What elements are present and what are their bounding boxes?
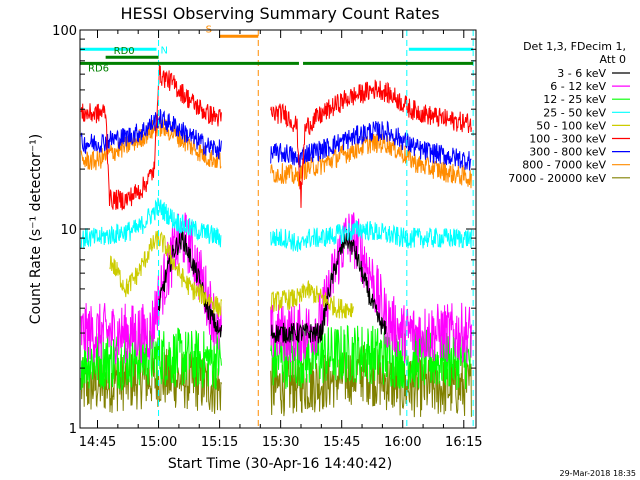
x-tick-label-6: 16:15 xyxy=(445,435,482,450)
legend-entry-label-8: 7000 - 20000 keV xyxy=(508,172,606,185)
legend-header-line-1: Att 0 xyxy=(600,53,626,66)
x-axis-label: Start Time (30-Apr-16 14:40:42) xyxy=(168,456,392,472)
legend-entry-label-7: 800 - 7000 keV xyxy=(522,159,606,172)
legend-header-line-0: Det 1,3, FDecim 1, xyxy=(523,40,626,53)
y-axis-label: Count Rate (s⁻¹ detector⁻¹) xyxy=(28,134,44,324)
x-tick-label-3: 15:30 xyxy=(262,435,299,450)
legend-entry-label-2: 12 - 25 keV xyxy=(543,93,606,106)
chart-title: HESSI Observing Summary Count Rates xyxy=(120,4,439,23)
series-3-6-kev-line xyxy=(158,229,387,344)
y-tick-label-1: 10 xyxy=(60,223,77,238)
legend-entry-label-3: 25 - 50 keV xyxy=(543,106,606,119)
y-tick-label-2: 100 xyxy=(52,24,77,39)
legend-entry-label-6: 300 - 800 keV xyxy=(529,146,606,159)
flag-rd0-label: RD0 xyxy=(114,46,135,57)
x-tick-label-0: 14:45 xyxy=(79,435,116,450)
x-tick-label-4: 15:45 xyxy=(323,435,360,450)
flag-n-label: N xyxy=(161,45,168,56)
x-tick-label-1: 15:00 xyxy=(140,435,177,450)
flag-rd6-label: RD6 xyxy=(88,63,109,74)
data-layer xyxy=(80,64,472,418)
legend-entry-label-0: 3 - 6 keV xyxy=(557,67,606,80)
legend-entry-label-5: 100 - 300 keV xyxy=(529,133,606,146)
series-50-100-kev-line xyxy=(109,230,354,319)
footer-timestamp: 29-Mar-2018 18:35 xyxy=(560,469,637,478)
legend-entry-label-4: 50 - 100 keV xyxy=(536,119,606,132)
y-tick-label-0: 1 xyxy=(69,422,77,437)
x-tick-label-2: 15:15 xyxy=(201,435,238,450)
series-300-800-kev-line xyxy=(80,109,472,171)
series-100-300-kev-line xyxy=(80,64,472,211)
axis-layer: 14:45 15:00 15:15 15:30 15:45 16:00 16:15 1 10 10… xyxy=(52,24,482,450)
legend-entry-label-1: 6 - 12 keV xyxy=(550,80,606,93)
series-25-50-kev-line xyxy=(80,197,472,252)
x-tick-label-5: 16:00 xyxy=(384,435,421,450)
